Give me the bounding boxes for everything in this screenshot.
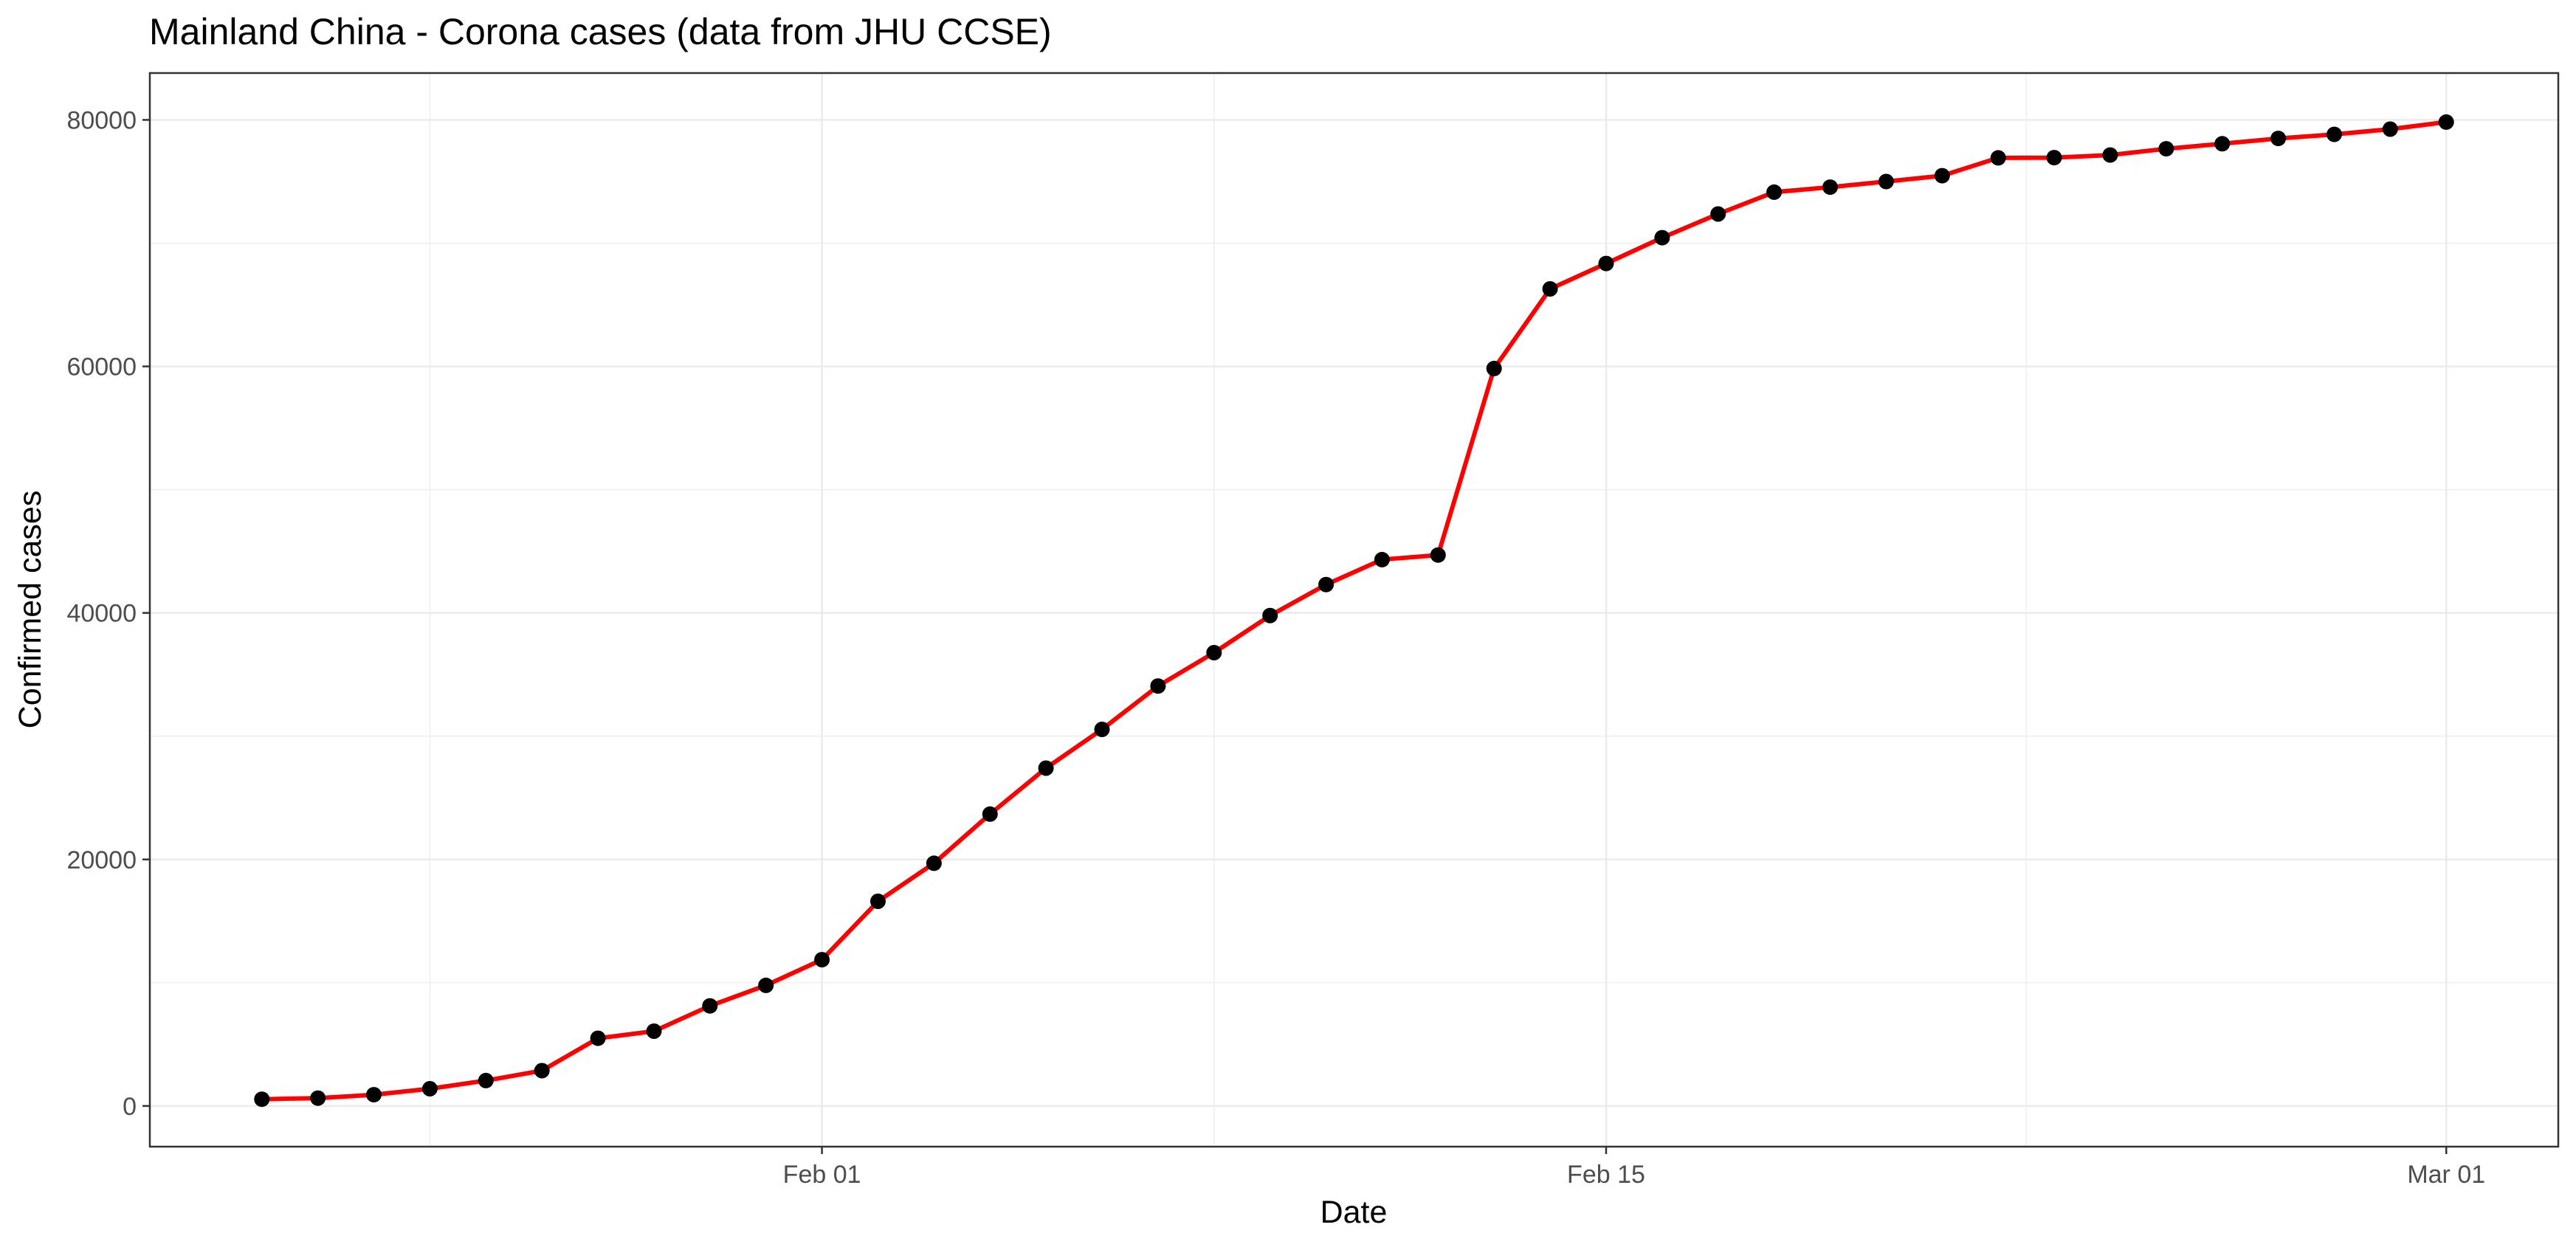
data-point	[1654, 229, 1670, 246]
data-point	[2327, 126, 2342, 142]
y-tick-label: 80000	[66, 106, 137, 134]
data-point	[2046, 150, 2062, 166]
series-line-group	[259, 120, 2449, 1102]
data-point	[1542, 281, 1558, 297]
data-point	[1934, 167, 1950, 184]
data-point	[1598, 255, 1614, 272]
data-point	[1206, 645, 1222, 660]
data-point	[758, 977, 774, 993]
y-tick-label: 60000	[66, 353, 137, 381]
data-point	[870, 894, 886, 909]
data-point	[926, 855, 942, 871]
x-axis-title: Date	[1320, 1195, 1388, 1230]
data-point	[2270, 131, 2287, 147]
data-point	[2438, 114, 2454, 130]
plot-panel	[150, 73, 2558, 1147]
data-point	[1878, 173, 1894, 190]
data-point	[366, 1087, 382, 1103]
data-point	[2158, 141, 2174, 157]
data-point	[310, 1090, 326, 1106]
data-point	[646, 1023, 662, 1039]
data-point	[478, 1072, 494, 1088]
y-tick-label: 0	[123, 1093, 137, 1121]
data-point	[2214, 136, 2231, 152]
data-point	[1094, 722, 1110, 737]
data-point	[1038, 760, 1054, 776]
data-point	[1990, 150, 2006, 166]
data-point	[421, 1081, 438, 1096]
data-point	[2382, 121, 2398, 137]
data-point	[590, 1030, 606, 1046]
data-point	[1262, 607, 1278, 624]
data-point	[534, 1063, 550, 1079]
data-point	[1766, 184, 1783, 200]
y-tick-label: 40000	[66, 600, 137, 628]
x-tick-label: Feb 15	[1567, 1161, 1645, 1189]
series-line	[259, 120, 2449, 1102]
data-point	[982, 806, 998, 822]
series-points-group	[254, 114, 2454, 1108]
data-point	[1430, 547, 1446, 563]
chart-title: Mainland China - Corona cases (data from…	[149, 11, 1052, 52]
data-point	[254, 1091, 270, 1108]
y-tick-label: 20000	[66, 846, 137, 874]
data-point	[1486, 360, 1502, 376]
data-point	[2102, 147, 2118, 163]
grid-minor	[150, 73, 2558, 1147]
data-point	[1150, 678, 1166, 694]
data-point	[1374, 551, 1390, 567]
plot-border	[148, 72, 2560, 1148]
data-point	[814, 952, 830, 968]
data-point	[1318, 576, 1335, 593]
x-tick-label: Mar 01	[2407, 1161, 2485, 1189]
data-point	[702, 998, 718, 1014]
data-point	[1710, 206, 1726, 222]
y-axis-title: Confirmed cases	[13, 491, 48, 729]
y-axis: 0 20000 40000 60000 80000	[66, 106, 150, 1121]
x-axis: Feb 01 Feb 15 Mar 01	[783, 1147, 2485, 1189]
x-tick-label: Feb 01	[783, 1161, 861, 1189]
grid-major	[150, 73, 2558, 1147]
data-point	[1822, 179, 1838, 196]
